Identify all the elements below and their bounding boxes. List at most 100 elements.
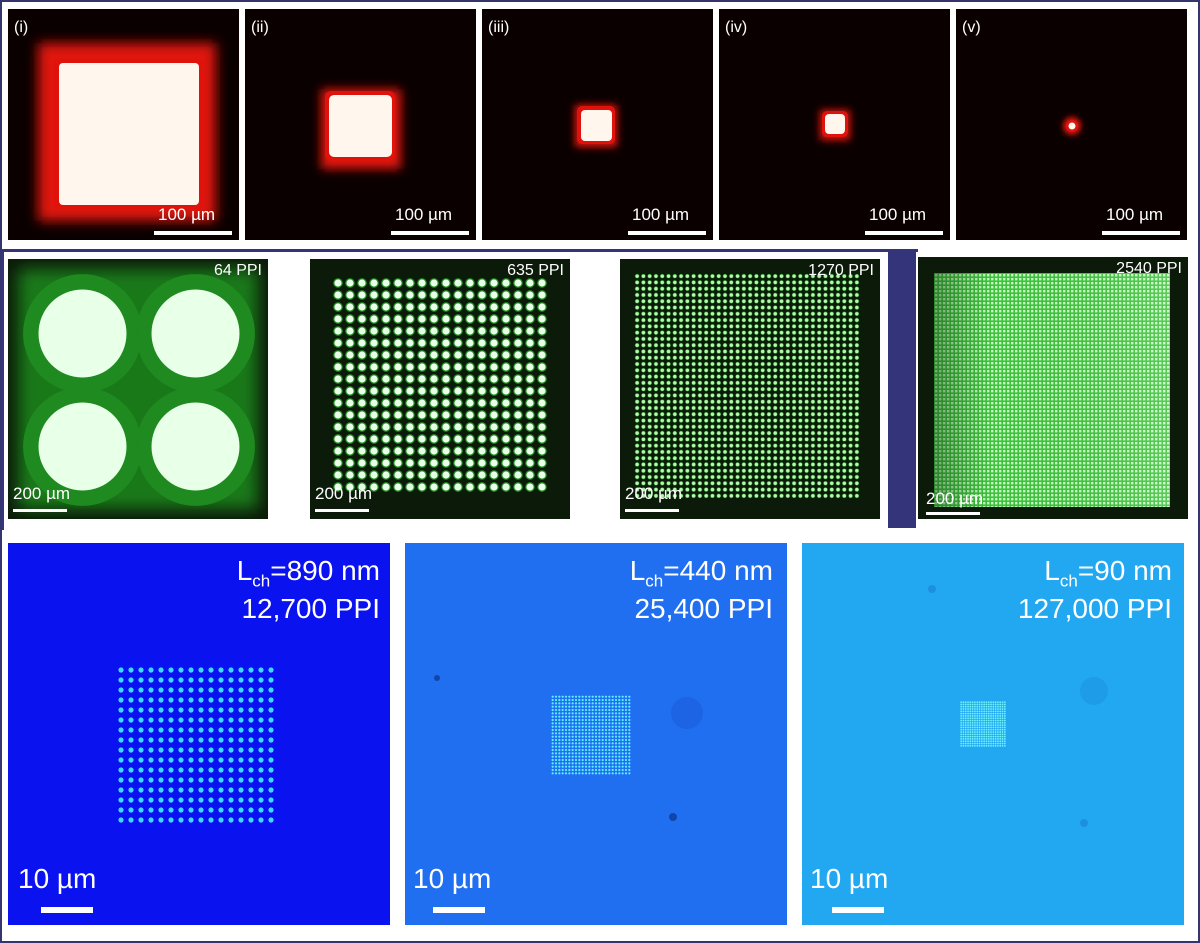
dot: [962, 721, 965, 724]
dot: [698, 475, 702, 479]
dot: [666, 318, 671, 322]
dot: [258, 687, 264, 693]
dot: [964, 717, 967, 720]
dot: [538, 303, 546, 311]
dot: [987, 744, 990, 747]
dot: [268, 707, 274, 713]
dot: [786, 318, 790, 322]
dot: [666, 286, 671, 291]
dot: [158, 767, 164, 773]
dot: [198, 677, 204, 683]
dot: [855, 381, 859, 385]
dot: [624, 715, 628, 718]
dot: [666, 368, 671, 373]
dot: [666, 425, 671, 429]
dot: [578, 768, 581, 772]
dot: [773, 368, 777, 373]
dot: [729, 494, 734, 498]
dot: [811, 280, 815, 285]
dot: [1001, 744, 1004, 747]
dot: [594, 718, 598, 722]
dot: [588, 725, 591, 728]
dot: [811, 362, 815, 366]
dot: [334, 363, 342, 371]
dot: [836, 324, 840, 329]
dot: [118, 717, 124, 723]
dot: [568, 768, 571, 772]
dot: [748, 330, 752, 335]
dot: [983, 740, 986, 743]
dot: [786, 475, 790, 479]
dot: [621, 765, 624, 768]
dot: [568, 698, 571, 702]
dot: [490, 303, 498, 311]
dot: [691, 374, 696, 379]
dot: [760, 475, 765, 479]
scale-bar: [13, 509, 67, 512]
dot: [218, 737, 224, 743]
dot: [691, 280, 696, 285]
dot: [584, 758, 588, 762]
dot: [621, 768, 624, 772]
dot: [960, 719, 963, 722]
dot: [960, 708, 963, 710]
dot: [624, 708, 628, 712]
dot: [804, 318, 809, 322]
red-square-image: [1063, 117, 1081, 135]
dot: [999, 708, 1002, 710]
dot: [526, 423, 534, 431]
dot: [666, 418, 671, 423]
dot: [561, 742, 564, 745]
dot: [594, 732, 598, 735]
dot: [624, 768, 628, 772]
dot: [621, 712, 624, 715]
dot: [624, 712, 628, 715]
dot: [394, 363, 402, 371]
dot: [568, 752, 571, 755]
dot: [830, 418, 834, 423]
dot: [128, 767, 134, 773]
dot: [514, 315, 522, 323]
dot: [614, 742, 618, 745]
dot: [574, 762, 578, 765]
dot: [628, 715, 631, 718]
dot: [679, 431, 683, 435]
dot: [773, 318, 777, 322]
dot: [964, 740, 967, 743]
dot: [836, 312, 840, 316]
dot: [673, 280, 677, 285]
dot: [823, 324, 828, 329]
dot: [621, 705, 624, 708]
dot: [660, 462, 664, 467]
dot: [346, 303, 354, 311]
dot: [804, 487, 809, 492]
dot: [584, 742, 588, 745]
dot: [673, 494, 677, 498]
dot: [647, 431, 652, 435]
dot: [792, 286, 796, 291]
dot: [704, 286, 708, 291]
dot: [654, 399, 658, 404]
dot: [798, 412, 803, 416]
dot: [830, 274, 834, 278]
dot: [647, 406, 652, 410]
dot: [767, 481, 771, 486]
dot: [698, 399, 702, 404]
dot: [358, 339, 366, 347]
dot: [188, 757, 194, 763]
dot: [823, 381, 828, 385]
dot: [836, 280, 840, 285]
dot: [729, 481, 734, 486]
dot: [346, 327, 354, 335]
dot: [118, 687, 124, 693]
dot: [842, 475, 847, 479]
dot: [578, 705, 581, 708]
dot: [370, 387, 378, 395]
dot: [561, 725, 564, 728]
dot: [502, 303, 510, 311]
dot: [538, 459, 546, 467]
dot: [178, 707, 184, 713]
dot: [454, 363, 462, 371]
dot: [568, 745, 571, 748]
dot: [823, 481, 828, 486]
